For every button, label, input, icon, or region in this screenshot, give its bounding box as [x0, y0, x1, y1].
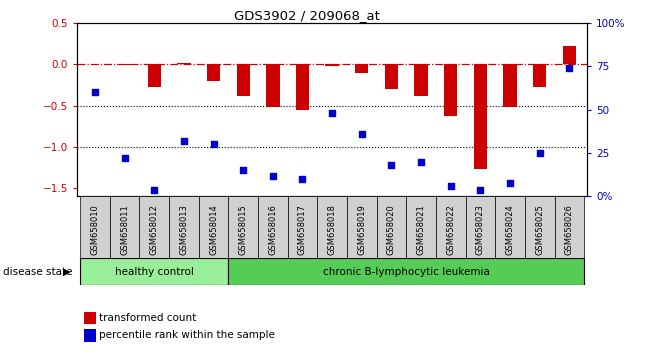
Bar	[503, 64, 517, 107]
Bar	[415, 64, 427, 96]
Text: chronic B-lymphocytic leukemia: chronic B-lymphocytic leukemia	[323, 267, 490, 277]
Point	[208, 142, 219, 147]
Bar	[236, 64, 250, 96]
Bar	[169, 196, 199, 258]
Point	[268, 173, 278, 178]
Point	[505, 180, 515, 185]
Text: disease state: disease state	[3, 267, 73, 277]
Point	[149, 187, 160, 192]
Bar	[266, 64, 280, 107]
Text: GSM658016: GSM658016	[268, 204, 277, 255]
Text: GSM658021: GSM658021	[417, 204, 425, 255]
Point	[178, 138, 189, 144]
Bar	[325, 64, 339, 66]
Text: GSM658017: GSM658017	[298, 204, 307, 255]
Bar	[317, 196, 347, 258]
Bar	[384, 64, 398, 89]
Point	[90, 90, 101, 95]
Bar	[444, 64, 458, 115]
Title: GDS3902 / 209068_at: GDS3902 / 209068_at	[234, 9, 380, 22]
Bar	[228, 196, 258, 258]
Text: GSM658018: GSM658018	[327, 204, 337, 255]
Text: percentile rank within the sample: percentile rank within the sample	[99, 330, 275, 340]
Text: GSM658025: GSM658025	[535, 204, 544, 255]
Text: GSM658026: GSM658026	[565, 204, 574, 255]
Bar	[347, 196, 376, 258]
Bar	[554, 196, 584, 258]
Bar	[80, 258, 228, 285]
Bar	[466, 196, 495, 258]
Text: GSM658011: GSM658011	[120, 204, 129, 255]
Bar	[533, 64, 546, 87]
Text: GSM658019: GSM658019	[357, 204, 366, 255]
Text: GSM658012: GSM658012	[150, 204, 159, 255]
Text: GSM658022: GSM658022	[446, 204, 455, 255]
Point	[446, 183, 456, 189]
Bar	[199, 196, 228, 258]
Bar	[80, 196, 110, 258]
Point	[534, 150, 545, 156]
Point	[238, 168, 248, 173]
Text: GSM658024: GSM658024	[505, 204, 515, 255]
Point	[297, 176, 308, 182]
Bar	[495, 196, 525, 258]
Bar	[474, 64, 487, 169]
Bar	[525, 196, 554, 258]
Point	[416, 159, 427, 165]
Text: ▶: ▶	[63, 267, 70, 277]
Bar	[563, 46, 576, 64]
Bar	[148, 64, 161, 87]
Bar	[177, 63, 191, 64]
Bar	[110, 196, 140, 258]
Text: transformed count: transformed count	[99, 313, 197, 322]
Text: GSM658020: GSM658020	[387, 204, 396, 255]
Bar	[376, 196, 406, 258]
Bar	[296, 64, 309, 110]
Bar	[140, 196, 169, 258]
Text: GSM658023: GSM658023	[476, 204, 485, 255]
Point	[327, 110, 338, 116]
Bar	[355, 64, 368, 73]
Bar	[258, 196, 288, 258]
Bar	[436, 196, 466, 258]
Text: healthy control: healthy control	[115, 267, 194, 277]
Text: GSM658010: GSM658010	[91, 204, 99, 255]
Bar	[207, 64, 220, 81]
Point	[564, 65, 574, 71]
Point	[386, 162, 397, 168]
Point	[356, 131, 367, 137]
Bar	[288, 196, 317, 258]
Bar	[228, 258, 584, 285]
Bar	[406, 196, 436, 258]
Text: GSM658013: GSM658013	[179, 204, 189, 255]
Point	[475, 187, 486, 192]
Text: GSM658015: GSM658015	[239, 204, 248, 255]
Text: GSM658014: GSM658014	[209, 204, 218, 255]
Bar	[118, 64, 132, 65]
Point	[119, 155, 130, 161]
